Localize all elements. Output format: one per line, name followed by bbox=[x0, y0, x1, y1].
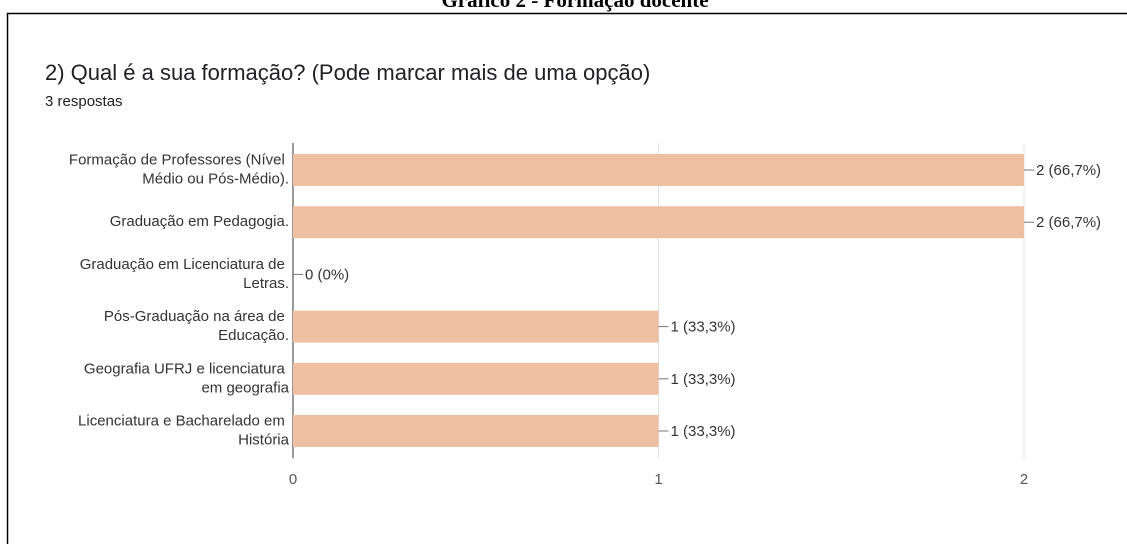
bar bbox=[293, 206, 1024, 239]
x-tick-label: 2 bbox=[1020, 471, 1028, 488]
frame bbox=[6, 12, 1127, 544]
x-tick-label: 1 bbox=[654, 471, 662, 488]
value-label: 1 (33,3%) bbox=[671, 423, 736, 440]
value-label: 2 (66,7%) bbox=[1036, 162, 1101, 179]
caption: Gráfico 2 - Formação docente bbox=[441, 0, 708, 12]
value-label: 2 (66,7%) bbox=[1036, 214, 1101, 231]
y-tick-label: Pós-Graduação na área de Educação. bbox=[104, 308, 289, 344]
x-tick-label: 0 bbox=[289, 471, 297, 488]
bar bbox=[293, 154, 1024, 186]
bar bbox=[293, 310, 659, 343]
chart-title: 2) Qual é a sua formação? (Pode marcar m… bbox=[45, 60, 650, 85]
y-tick-label: Formação de Professores (Nível Médio ou … bbox=[69, 151, 289, 187]
y-tick-label: Graduação em Pedagogia. bbox=[110, 213, 289, 230]
value-label: 0 (0%) bbox=[305, 266, 349, 283]
value-label: 1 (33,3%) bbox=[671, 371, 736, 388]
y-tick-label: Geografia UFRJ e licenciatura em geograf… bbox=[84, 360, 290, 396]
bar bbox=[293, 362, 659, 395]
bar bbox=[293, 415, 659, 447]
y-tick-label: Licenciatura e Bacharelado em História bbox=[78, 412, 290, 448]
value-label: 1 (33,3%) bbox=[671, 319, 736, 336]
y-tick-label: Graduação em Licenciatura de Letras. bbox=[80, 256, 289, 292]
chart-subtitle: 3 respostas bbox=[45, 93, 123, 110]
